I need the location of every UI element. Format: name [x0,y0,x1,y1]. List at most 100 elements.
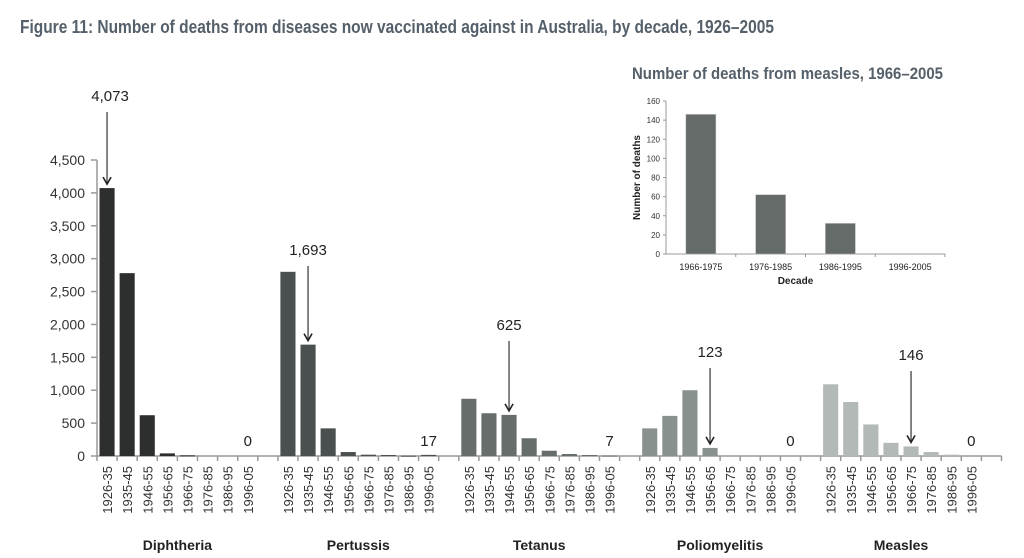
inset-y-tick-label: 80 [651,174,660,183]
x-tick-label: 1976-85 [924,466,939,514]
inset-y-tick-label: 40 [651,212,660,221]
bar-measles-1926-35 [823,384,839,456]
annotation-label: 1,693 [289,242,327,259]
group-label-measles: Measles [874,537,929,553]
y-tick-label: 3,000 [50,251,85,267]
x-tick-label: 1966-75 [361,466,376,514]
bar-tetanus-1986-95 [581,455,597,457]
bar-poliomyelitis-1956-65 [702,447,718,456]
x-tick-label: 1976-85 [201,466,216,514]
bar-pertussis-1956-65 [340,452,356,456]
bar-measles-1986-95 [943,454,959,456]
x-tick-label: 1956-65 [341,466,356,514]
inset-x-tick-label: 1996-2005 [889,262,932,272]
x-tick-label: 1986-95 [582,466,597,514]
annotation-label: 625 [497,317,522,334]
x-tick-label: 1966-75 [542,466,557,514]
inset-title: Number of deaths from measles, 1966–2005 [632,64,943,83]
y-tick-label: 1,000 [50,382,85,398]
inset-bar-1976-1985 [755,194,786,255]
annotation-label: 0 [244,433,252,450]
annotation-label: 123 [698,344,723,361]
x-tick-label: 1926-35 [100,466,115,514]
arrow-head-icon [906,434,916,445]
inset-y-tick-label: 60 [651,193,660,202]
annotation-label: 0 [786,433,794,450]
bar-pertussis-1976-85 [380,455,396,457]
x-tick-label: 1946-55 [683,466,698,514]
bar-measles-1946-55 [863,424,879,456]
inset-y-tick-label: 140 [647,116,661,125]
group-label-diphtheria: Diphtheria [143,537,212,553]
inset-y-tick-label: 20 [651,231,660,240]
inset-y-tick-label: 0 [656,250,661,259]
group-label-poliomyelitis: Poliomyelitis [677,537,764,553]
inset-x-tick-label: 1986-1995 [819,262,862,272]
bar-pertussis-1966-75 [360,454,376,456]
x-tick-label: 1935-45 [120,466,135,514]
arrow-head-icon [102,176,112,186]
inset-x-tick-label: 1976-1985 [749,262,792,272]
inset-bar-1986-1995 [825,223,856,255]
bar-poliomyelitis-1935-45 [662,415,678,456]
y-tick-label: 0 [77,448,85,464]
figure-title: Figure 11: Number of deaths from disease… [20,17,774,37]
arrow-head-icon [303,333,313,343]
x-tick-label: 1926-35 [824,466,839,514]
bar-poliomyelitis-1946-55 [682,390,698,456]
arrow-head-icon [504,403,514,413]
group-label-tetanus: Tetanus [513,537,566,553]
inset-chart: 0 20 40 60 80 100 120 140 160 1966-1975 1976-1985 1… [632,97,946,287]
bar-tetanus-1956-65 [521,438,537,456]
bar-measles-1935-45 [843,402,859,456]
group-label-pertussis: Pertussis [327,537,390,553]
x-tick-label: 1996-05 [783,466,798,514]
x-tick-label: 1966-75 [723,466,738,514]
bar-poliomyelitis-1926-35 [642,428,658,456]
x-tick-label: 1996-05 [603,466,618,514]
x-tick-label: 1986-95 [221,466,236,514]
inset-bar-1966-1975 [685,114,717,255]
bar-diphtheria-1966-75 [179,455,195,457]
bar-tetanus-1946-55 [501,414,517,456]
annotation-label: 0 [967,433,975,450]
bar-diphtheria-1926-35 [99,188,115,457]
x-tick-label: 1935-45 [663,466,678,514]
x-tick-label: 1976-85 [381,466,396,514]
bar-pertussis-1986-95 [401,455,417,457]
x-tick-label: 1946-55 [502,466,517,514]
x-tick-label: 1946-55 [864,466,879,514]
x-tick-label: 1956-65 [160,466,175,514]
x-tick-label: 1996-05 [241,466,256,514]
bar-tetanus-1935-45 [481,413,497,456]
y-tick-label: 4,500 [50,152,85,168]
x-tick-label: 1956-65 [703,466,718,514]
x-tick-label: 1956-65 [884,466,899,514]
y-tick-label: 3,500 [50,218,85,234]
bar-pertussis-1996-05 [421,454,437,456]
x-tick-label: 1926-35 [281,466,296,514]
inset-x-axis-title: Decade [778,276,814,287]
annotation-label: 7 [605,433,613,450]
x-tick-label: 1976-85 [743,466,758,514]
y-tick-label: 2,000 [50,316,85,332]
bar-tetanus-1926-35 [461,398,477,456]
x-tick-label: 1926-35 [643,466,658,514]
y-tick-label: 500 [62,415,86,431]
bar-pertussis-1946-55 [320,428,336,456]
y-tick-label: 1,500 [50,349,85,365]
inset-x-tick-label: 1966-1975 [679,262,722,272]
x-tick-label: 1976-85 [562,466,577,514]
bar-measles-1966-75 [903,446,919,456]
arrow-head-icon [705,436,715,446]
bar-pertussis-1926-35 [280,271,296,456]
x-tick-label: 1946-55 [321,466,336,514]
x-tick-label: 1946-55 [140,466,155,514]
y-tick-label: 4,000 [50,185,85,201]
x-tick-label: 1996-05 [422,466,437,514]
bar-pertussis-1935-45 [300,344,316,456]
bar-diphtheria-1946-55 [139,415,155,456]
annotation-label: 17 [420,433,437,450]
inset-y-tick-label: 120 [647,135,661,144]
